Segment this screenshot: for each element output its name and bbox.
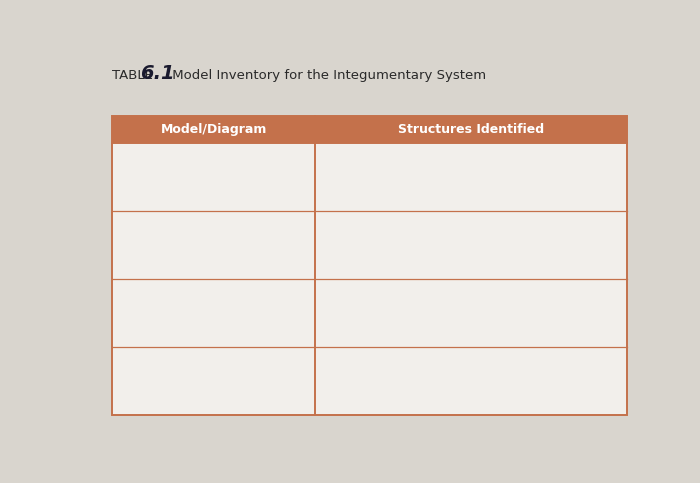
Text: Model/Diagram: Model/Diagram [160,123,267,136]
Text: Structures Identified: Structures Identified [398,123,545,136]
Bar [112,115,627,415]
Bar [112,115,627,142]
Bar [112,115,627,415]
Text: TABLE: TABLE [112,69,153,82]
Text: Model Inventory for the Integumentary System: Model Inventory for the Integumentary Sy… [168,69,486,82]
Text: 6.1: 6.1 [140,64,175,83]
